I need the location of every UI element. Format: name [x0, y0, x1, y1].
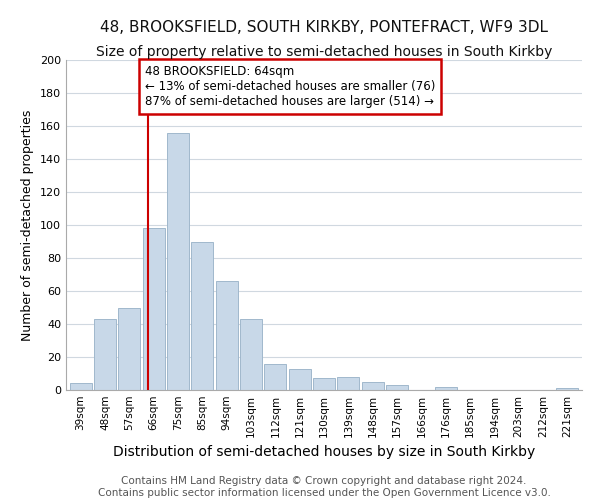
Bar	[191, 242, 213, 390]
Bar	[240, 319, 262, 390]
Y-axis label: Number of semi-detached properties: Number of semi-detached properties	[22, 110, 34, 340]
Bar	[143, 228, 164, 390]
Text: 48, BROOKSFIELD, SOUTH KIRKBY, PONTEFRACT, WF9 3DL: 48, BROOKSFIELD, SOUTH KIRKBY, PONTEFRAC…	[100, 20, 548, 35]
Bar	[435, 386, 457, 390]
Bar	[386, 385, 408, 390]
Bar	[167, 132, 189, 390]
Bar	[362, 382, 383, 390]
X-axis label: Distribution of semi-detached houses by size in South Kirkby: Distribution of semi-detached houses by …	[113, 446, 535, 460]
Bar	[118, 308, 140, 390]
Bar	[313, 378, 335, 390]
Bar	[265, 364, 286, 390]
Text: 48 BROOKSFIELD: 64sqm
← 13% of semi-detached houses are smaller (76)
87% of semi: 48 BROOKSFIELD: 64sqm ← 13% of semi-deta…	[145, 65, 435, 108]
Text: Size of property relative to semi-detached houses in South Kirkby: Size of property relative to semi-detach…	[96, 45, 552, 59]
Bar	[289, 368, 311, 390]
Bar	[94, 319, 116, 390]
Text: Contains HM Land Registry data © Crown copyright and database right 2024.
Contai: Contains HM Land Registry data © Crown c…	[98, 476, 550, 498]
Bar	[337, 377, 359, 390]
Bar	[556, 388, 578, 390]
Bar	[215, 281, 238, 390]
Bar	[70, 384, 92, 390]
